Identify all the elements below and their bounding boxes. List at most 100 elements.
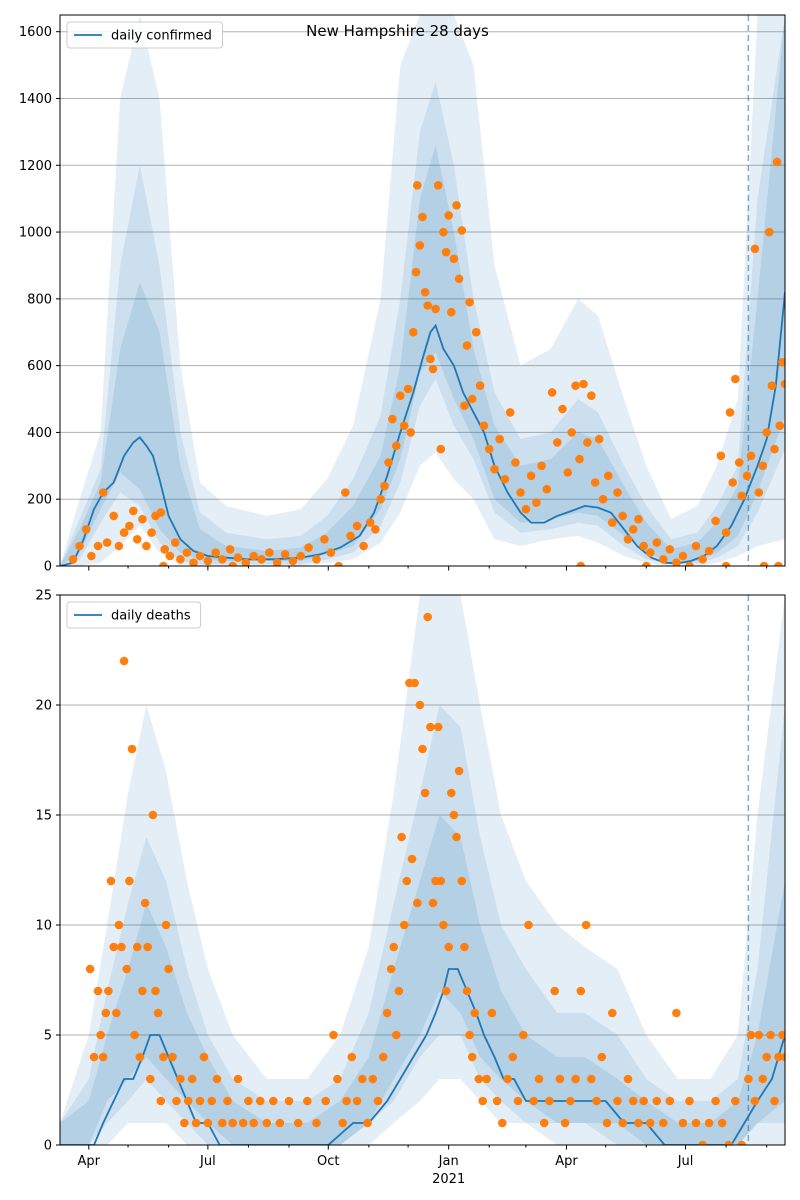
observed-point <box>691 541 701 551</box>
observed-point <box>403 384 413 394</box>
observed-point <box>272 558 282 566</box>
observed-point <box>296 551 306 561</box>
observed-point <box>746 451 756 461</box>
observed-point <box>479 421 489 431</box>
observed-point <box>172 1096 181 1106</box>
y-tick-label: 1000 <box>19 226 52 241</box>
observed-point <box>519 1030 528 1040</box>
observed-point <box>765 227 774 237</box>
observed-point <box>352 521 362 531</box>
legend-box <box>66 21 223 49</box>
observed-point <box>352 1096 362 1106</box>
y-tick-label: 1200 <box>19 159 52 174</box>
observed-point <box>774 1052 783 1062</box>
observed-point <box>140 898 150 908</box>
observed-point <box>728 478 737 487</box>
observed-point <box>495 434 505 444</box>
x-tick-label: Jul <box>677 1154 694 1169</box>
y-tick-label: 10 <box>35 919 52 934</box>
observed-point <box>576 986 586 996</box>
y-tick-label: 0 <box>44 1139 52 1154</box>
observed-point <box>618 511 627 521</box>
observed-point <box>183 1096 193 1106</box>
observed-point <box>411 267 421 277</box>
observed-point <box>409 327 418 337</box>
observed-point <box>397 832 406 842</box>
observed-point <box>623 1074 633 1084</box>
observed-point <box>147 528 156 537</box>
observed-point <box>280 550 290 559</box>
observed-point <box>241 558 251 566</box>
observed-point <box>189 558 198 566</box>
observed-point <box>460 942 469 952</box>
observed-point <box>233 553 243 562</box>
observed-point <box>746 1030 756 1040</box>
observed-point <box>583 438 592 447</box>
observed-point <box>413 898 422 908</box>
observed-point <box>618 1118 627 1128</box>
observed-point <box>444 942 454 952</box>
observed-point <box>402 876 412 886</box>
observed-point <box>269 1096 278 1106</box>
observed-point <box>130 1030 139 1040</box>
observed-point <box>233 1074 243 1084</box>
observed-point <box>389 942 399 952</box>
observed-point <box>642 561 651 566</box>
observed-point <box>555 1074 565 1084</box>
observed-point <box>423 612 433 622</box>
observed-point <box>125 876 134 886</box>
observed-point <box>498 1118 507 1128</box>
observed-point <box>176 555 185 564</box>
y-tick-label: 1400 <box>19 92 52 107</box>
observed-point <box>392 441 401 451</box>
observed-point <box>151 986 160 996</box>
observed-point <box>164 964 173 974</box>
observed-point <box>721 528 731 537</box>
legend: daily deaths <box>66 601 202 629</box>
observed-point <box>628 525 638 534</box>
observed-point <box>505 408 515 417</box>
observed-point <box>333 1074 342 1084</box>
observed-point <box>195 551 205 561</box>
observed-point <box>566 1096 575 1106</box>
observed-point <box>465 1030 474 1040</box>
observed-point <box>454 766 464 776</box>
observed-point <box>436 444 446 454</box>
y-tick-label: 400 <box>27 426 52 441</box>
observed-point <box>457 226 467 235</box>
observed-point <box>160 545 169 554</box>
observed-point <box>534 1074 544 1084</box>
observed-point <box>758 461 768 471</box>
observed-point <box>257 555 266 564</box>
observed-point <box>420 788 430 798</box>
observed-point <box>759 561 769 566</box>
observed-point <box>608 1008 617 1018</box>
observed-point <box>376 494 385 504</box>
observed-point <box>598 494 608 504</box>
observed-point <box>762 1052 771 1062</box>
observed-point <box>358 1074 367 1084</box>
observed-point <box>342 1096 351 1106</box>
x-tick-label: Jul <box>199 1154 216 1169</box>
observed-point <box>613 488 622 497</box>
observed-point <box>380 481 389 491</box>
observed-point <box>371 525 380 534</box>
observed-point <box>127 744 137 754</box>
observed-point <box>334 561 343 566</box>
observed-point <box>487 1008 497 1018</box>
observed-point <box>772 157 782 167</box>
observed-point <box>347 1052 357 1062</box>
observed-point <box>685 1096 694 1106</box>
legend: daily confirmed <box>66 21 223 49</box>
observed-point <box>672 1008 681 1018</box>
observed-point <box>122 964 131 974</box>
observed-point <box>467 1052 477 1062</box>
observed-point <box>652 1096 662 1106</box>
observed-point <box>156 1096 166 1106</box>
observed-point <box>734 458 744 467</box>
observed-point <box>159 561 168 566</box>
observed-point <box>597 1052 607 1062</box>
observed-point <box>101 1008 111 1018</box>
observed-point <box>717 1118 727 1128</box>
observed-point <box>778 1030 785 1040</box>
